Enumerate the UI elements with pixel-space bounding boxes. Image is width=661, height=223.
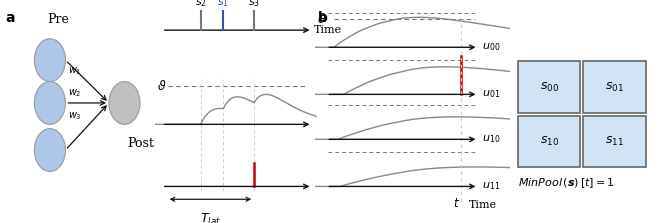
Text: $s_{00}$: $s_{00}$ xyxy=(539,81,559,94)
Text: $w_2$: $w_2$ xyxy=(68,87,81,99)
Circle shape xyxy=(34,39,65,82)
Text: $s_{10}$: $s_{10}$ xyxy=(539,135,559,148)
Text: $s_{11}$: $s_{11}$ xyxy=(605,135,624,148)
Text: $u_{10}$: $u_{10}$ xyxy=(483,133,501,145)
Circle shape xyxy=(34,82,65,124)
Text: Time: Time xyxy=(314,25,342,35)
Text: $s_2$: $s_2$ xyxy=(195,0,207,9)
Text: $\vartheta$: $\vartheta$ xyxy=(157,79,167,93)
Text: $w_1$: $w_1$ xyxy=(68,65,81,77)
Text: $u_{11}$: $u_{11}$ xyxy=(483,181,500,192)
Text: Pre: Pre xyxy=(47,13,69,26)
Text: $s_{01}$: $s_{01}$ xyxy=(605,81,624,94)
Text: $\vartheta$: $\vartheta$ xyxy=(317,12,326,27)
Text: $T_{lat}$: $T_{lat}$ xyxy=(200,212,221,223)
Text: $t$: $t$ xyxy=(453,197,461,210)
Circle shape xyxy=(34,129,65,171)
Text: $\mathbf{a}$: $\mathbf{a}$ xyxy=(5,11,15,25)
Text: $MinPool\,(\boldsymbol{s})\,[t]=1$: $MinPool\,(\boldsymbol{s})\,[t]=1$ xyxy=(518,176,615,190)
Bar xyxy=(518,61,580,113)
Text: $u_{01}$: $u_{01}$ xyxy=(483,89,500,100)
Bar xyxy=(583,116,646,167)
Text: $s_1$: $s_1$ xyxy=(217,0,229,9)
Text: $s_3$: $s_3$ xyxy=(248,0,260,9)
Circle shape xyxy=(109,82,140,124)
Text: $w_3$: $w_3$ xyxy=(68,110,81,122)
Bar xyxy=(583,61,646,113)
Text: $u_{00}$: $u_{00}$ xyxy=(483,41,501,53)
Bar xyxy=(518,116,580,167)
Text: Time: Time xyxy=(469,200,497,210)
Text: $\mathbf{b}$: $\mathbf{b}$ xyxy=(317,10,328,25)
Text: Post: Post xyxy=(128,137,155,150)
